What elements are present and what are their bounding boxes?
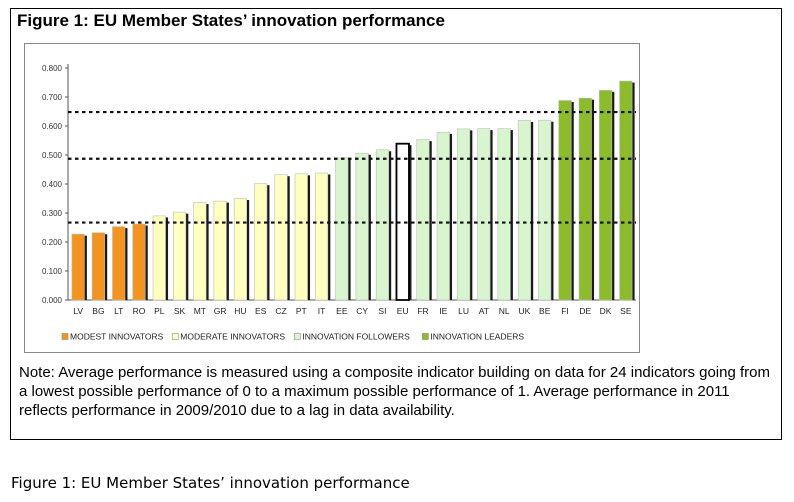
bar-mt — [193, 202, 207, 301]
x-tick-label: ES — [255, 306, 267, 316]
bar-pl — [152, 215, 166, 301]
bar-sk — [173, 211, 187, 301]
x-tick-label: EU — [397, 306, 409, 316]
x-tick-label: SK — [174, 306, 186, 316]
figure-caption: Figure 1: EU Member States’ innovation p… — [11, 474, 410, 492]
x-tick-label: GR — [214, 306, 227, 316]
bar-de — [578, 97, 592, 301]
bar-gr — [213, 200, 227, 301]
bar-eu — [395, 142, 410, 301]
x-tick-label: AT — [479, 306, 489, 316]
bar-at — [477, 128, 491, 301]
legend-label: INNOVATION LEADERS — [430, 332, 524, 342]
legend: MODEST INNOVATORS MODERATE INNOVATORS INNO… — [61, 332, 524, 342]
bar-ie — [436, 132, 450, 301]
y-tick-label: 0.000 — [42, 296, 63, 305]
x-tick-label: DE — [579, 306, 591, 316]
x-tick-label: HU — [234, 306, 246, 316]
bars — [71, 80, 635, 301]
note-text: Note: Average performance is measured us… — [19, 364, 770, 419]
x-tick-label: BG — [92, 306, 104, 316]
y-tick-label: 0.400 — [42, 180, 63, 189]
bar-lv — [71, 233, 85, 301]
bar-lu — [457, 128, 471, 301]
bar-es — [254, 183, 268, 301]
bar-lt — [112, 226, 126, 301]
chart-frame — [24, 43, 640, 353]
y-tick-label: 0.700 — [42, 93, 63, 102]
bar-ro — [132, 223, 146, 301]
bar-se — [619, 80, 633, 301]
bar-uk — [517, 120, 531, 301]
bar-fr — [416, 139, 430, 301]
x-tick-label: PL — [154, 306, 165, 316]
x-tick-label: UK — [519, 306, 531, 316]
x-tick-label: NL — [499, 306, 510, 316]
bar-be — [538, 119, 552, 301]
x-axis-labels: LV BG LT RO PL SK MT GR HU ES CZ PT IT EE CY SI EU FR IE LU… — [73, 306, 632, 316]
x-tick-label: CZ — [275, 306, 286, 316]
y-tick-label: 0.600 — [42, 122, 63, 131]
x-tick-label: CY — [356, 306, 368, 316]
bar-fi — [558, 100, 572, 301]
legend-swatch-followers — [294, 333, 301, 340]
figure-title: Figure 1: EU Member States’ innovation p… — [17, 11, 445, 30]
x-tick-label: FR — [417, 306, 428, 316]
bar-nl — [497, 128, 511, 301]
y-tick-label: 0.800 — [42, 64, 63, 73]
x-tick-label: MT — [194, 306, 206, 316]
y-tick-label: 0.200 — [42, 238, 63, 247]
legend-label: INNOVATION FOLLOWERS — [302, 332, 410, 342]
x-tick-label: RO — [133, 306, 146, 316]
x-tick-label: LU — [458, 306, 469, 316]
figure-box: Figure 1: EU Member States’ innovation p… — [10, 8, 782, 440]
y-tick-label: 0.500 — [42, 151, 63, 160]
legend-swatch-moderate — [172, 333, 179, 340]
x-tick-label: PT — [296, 306, 307, 316]
y-tick-label: 0.300 — [42, 209, 63, 218]
bar-pt — [294, 173, 308, 301]
x-tick-label: LV — [73, 306, 83, 316]
x-tick-label: IE — [439, 306, 447, 316]
x-tick-label: LT — [114, 306, 123, 316]
bar-dk — [599, 90, 613, 301]
x-tick-label: SE — [620, 306, 632, 316]
legend-swatch-modest — [61, 333, 69, 340]
bar-bg — [91, 232, 105, 301]
innovation-bar-chart: 0.000 0.100 0.200 0.300 0.400 0.500 0.600 0.700… — [24, 43, 640, 353]
x-tick-label: FI — [561, 306, 569, 316]
bar-si — [375, 149, 389, 301]
bar-hu — [233, 198, 247, 301]
x-tick-label: DK — [600, 306, 612, 316]
bar-cz — [274, 174, 288, 301]
x-tick-label: IT — [318, 306, 326, 316]
legend-swatch-leaders — [422, 333, 429, 340]
bar-it — [315, 172, 329, 301]
y-tick-label: 0.100 — [42, 267, 63, 276]
bar-cy — [355, 152, 369, 301]
x-tick-label: SI — [378, 306, 386, 316]
x-tick-label: BE — [539, 306, 551, 316]
bar-ee — [335, 157, 349, 301]
legend-label: MODERATE INNOVATORS — [180, 332, 285, 342]
x-tick-label: EE — [336, 306, 348, 316]
legend-label: MODEST INNOVATORS — [70, 332, 164, 342]
